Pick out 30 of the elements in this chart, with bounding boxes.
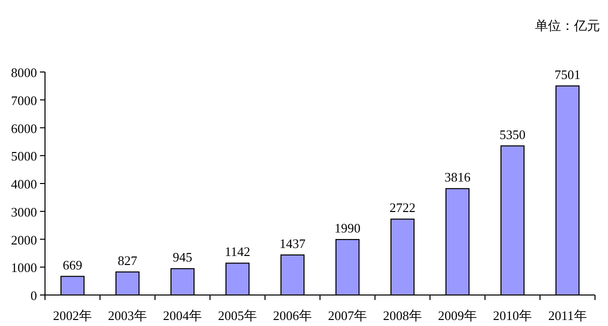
y-axis-title: 单位：亿元	[535, 18, 600, 33]
y-tick-label: 3000	[11, 204, 37, 220]
y-tick-label: 1000	[11, 260, 37, 276]
data-label: 3816	[444, 170, 471, 185]
x-tick-label: 2010年	[493, 308, 532, 323]
x-tick-label: 2011年	[548, 308, 587, 323]
x-tick-label: 2002年	[53, 308, 92, 323]
x-tick-label: 2006年	[273, 308, 312, 323]
data-label: 827	[118, 252, 138, 268]
x-tick-label: 2009年	[438, 308, 477, 323]
data-label: 5350	[500, 126, 526, 142]
data-label: 2722	[390, 200, 416, 216]
x-tick-label: 2008年	[383, 308, 422, 323]
x-tick-label: 2003年	[108, 308, 147, 323]
data-label: 1142	[224, 244, 250, 260]
x-tick-label: 2007年	[328, 308, 367, 323]
data-label: 1990	[334, 220, 360, 236]
data-label: 1437	[280, 236, 306, 251]
data-label: 945	[172, 250, 192, 265]
y-tick-label: 6000	[11, 120, 37, 136]
x-tick-label: 2004年	[163, 308, 202, 323]
data-label: 7501	[554, 66, 580, 82]
y-tick-label: 8000	[11, 65, 37, 80]
y-tick-label: 4000	[11, 176, 37, 192]
data-label: 669	[62, 257, 82, 272]
y-tick-label: 0	[30, 288, 37, 303]
x-tick-label: 2005年	[218, 308, 257, 323]
y-tick-label: 2000	[11, 232, 37, 248]
y-tick-label: 5000	[11, 148, 37, 164]
y-tick-label: 7000	[11, 92, 37, 108]
